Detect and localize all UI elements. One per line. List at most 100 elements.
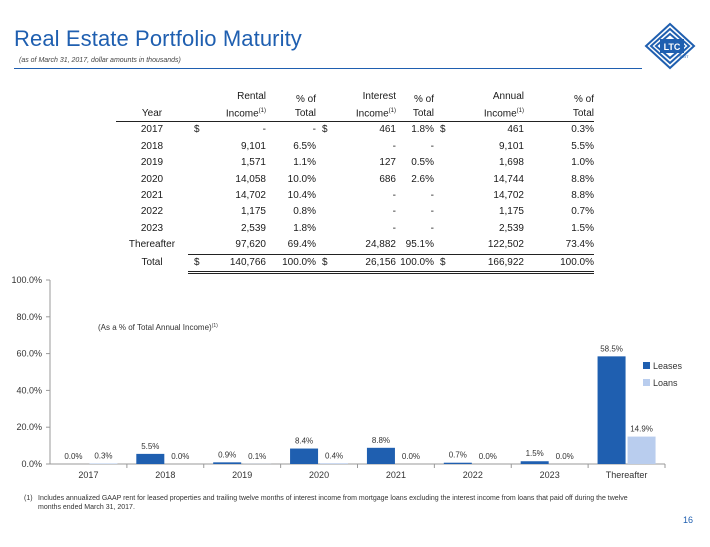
data-label-leases: 1.5% xyxy=(526,449,544,458)
cell-rental: 2,539 xyxy=(240,222,266,234)
maturity-table: Year Rental Income(1) % of Total Interest I… xyxy=(116,90,594,275)
bar-loans xyxy=(320,463,349,464)
legend-swatch-loans xyxy=(643,379,650,386)
bar-loans xyxy=(89,463,118,464)
cell-ann-dollar xyxy=(434,172,464,188)
data-label-loans: 0.3% xyxy=(94,451,112,460)
cell-int-dollar xyxy=(316,221,346,237)
bar-leases xyxy=(136,453,165,464)
cell-year: Thereafter xyxy=(128,239,176,251)
cell-interest: - xyxy=(392,206,396,218)
cell-rental: 14,058 xyxy=(235,173,266,185)
header-rental-pct: % of Total xyxy=(266,90,316,123)
x-tick-label: 2021 xyxy=(386,470,406,480)
footnote-text: Includes annualized GAAP rent for leased… xyxy=(38,495,628,511)
cell-rental: 140,766 xyxy=(206,253,266,275)
cell-annual: 9,101 xyxy=(498,140,524,152)
cell-annual-pct: 5.5% xyxy=(571,140,594,152)
footnote-number: (1) xyxy=(24,495,33,502)
footnote: (1) Includes annualized GAAP rent for le… xyxy=(24,494,638,512)
data-label-loans: 0.0% xyxy=(402,452,420,461)
cell-annual-pct: 1.5% xyxy=(571,222,594,234)
data-label-leases: 0.7% xyxy=(449,451,467,460)
header-interest-pct: % of Total xyxy=(396,90,434,123)
bar-loans xyxy=(627,436,656,464)
cell-ann-dollar: $ xyxy=(440,124,446,136)
title-rule xyxy=(14,68,642,69)
cell-rental-pct: 10.4% xyxy=(287,189,316,201)
y-tick-label: 100.0% xyxy=(11,275,42,285)
cell-rent-dollar: $ xyxy=(194,124,200,136)
cell-rental: - xyxy=(262,124,266,136)
header-annual-income: Annual Income(1) xyxy=(434,90,524,123)
cell-rental-pct: 10.0% xyxy=(287,173,316,185)
cell-year: 2020 xyxy=(140,173,164,185)
cell-rental: 97,620 xyxy=(235,239,266,251)
cell-ann-dollar xyxy=(434,155,464,171)
cell-ann-dollar xyxy=(434,237,464,254)
cell-ann-dollar xyxy=(434,221,464,237)
cell-int-dollar xyxy=(316,172,346,188)
table-row: 2023 2,539 1.8% - - 2,539 1.5% xyxy=(116,221,594,237)
y-tick-label: 40.0% xyxy=(16,385,42,395)
cell-interest: - xyxy=(392,189,396,201)
cell-interest: - xyxy=(392,222,396,234)
cell-rent-dollar xyxy=(188,188,206,204)
bar-leases xyxy=(213,462,242,464)
cell-rent-dollar xyxy=(188,155,206,171)
y-tick-label: 80.0% xyxy=(16,312,42,322)
legend-swatch-leases xyxy=(643,362,650,369)
cell-rental-pct: - xyxy=(312,124,316,136)
cell-rental: 1,571 xyxy=(240,157,266,169)
table-total-row: Total $140,766 100.0% $26,156 100.0% $166,922… xyxy=(116,253,594,275)
x-tick-label: Thereafter xyxy=(606,470,648,480)
cell-ann-dollar xyxy=(434,188,464,204)
cell-annual: 14,702 xyxy=(493,189,524,201)
data-label-leases: 0.9% xyxy=(218,450,236,459)
header-rental-income: Rental Income(1) xyxy=(188,90,266,123)
cell-int-dollar xyxy=(316,188,346,204)
cell-rental-pct: 100.0% xyxy=(266,253,316,275)
cell-interest-pct: - xyxy=(430,189,434,201)
company-logo: LTC REIT xyxy=(644,22,696,70)
table-row: 2019 1,571 1.1% 127 0.5% 1,698 1.0% xyxy=(116,155,594,171)
cell-annual-pct: 100.0% xyxy=(524,253,594,275)
cell-interest-pct: - xyxy=(430,222,434,234)
y-tick-label: 20.0% xyxy=(16,422,42,432)
cell-annual-pct: 73.4% xyxy=(565,239,594,251)
x-tick-label: 2023 xyxy=(540,470,560,480)
cell-int-dollar: $ xyxy=(322,124,328,136)
table-row: 2022 1,175 0.8% - - 1,175 0.7% xyxy=(116,204,594,220)
table-row: 2018 9,101 6.5% - - 9,101 5.5% xyxy=(116,139,594,155)
bar-leases xyxy=(443,462,472,464)
table-row: 2020 14,058 10.0% 686 2.6% 14,744 8.8% xyxy=(116,172,594,188)
data-label-leases: 0.0% xyxy=(64,452,82,461)
cell-rent-dollar xyxy=(188,172,206,188)
cell-interest: 24,882 xyxy=(365,239,396,251)
cell-annual: 1,175 xyxy=(498,206,524,218)
cell-rental-pct: 0.8% xyxy=(293,206,316,218)
cell-rental: 14,702 xyxy=(235,189,266,201)
cell-ann-dollar xyxy=(434,204,464,220)
table-row: Thereafter 97,620 69.4% 24,882 95.1% 122,502 7… xyxy=(116,237,594,254)
logo-subtext: REIT xyxy=(679,54,689,59)
cell-rental-pct: 1.1% xyxy=(293,157,316,169)
data-label-loans: 0.0% xyxy=(556,452,574,461)
chart-annotation: (As a % of Total Annual Income)(1) xyxy=(98,323,218,332)
cell-interest: 26,156 xyxy=(346,253,396,275)
cell-interest-pct: 95.1% xyxy=(405,239,434,251)
cell-annual: 461 xyxy=(507,124,524,136)
page-number: 16 xyxy=(683,515,694,525)
header-annual-pct: % of Total xyxy=(524,90,594,123)
bar-leases xyxy=(597,356,626,464)
cell-rent-dollar xyxy=(188,237,206,254)
bar-leases xyxy=(290,448,319,464)
x-tick-label: 2022 xyxy=(463,470,483,480)
cell-int-dollar xyxy=(316,237,346,254)
cell-year: 2018 xyxy=(140,140,164,152)
cell-rent-dollar xyxy=(188,139,206,155)
bar-leases xyxy=(520,461,549,464)
data-label-leases: 8.4% xyxy=(295,437,313,446)
cell-annual: 2,539 xyxy=(498,222,524,234)
page-subtitle: (as of March 31, 2017, dollar amounts in… xyxy=(19,57,181,64)
